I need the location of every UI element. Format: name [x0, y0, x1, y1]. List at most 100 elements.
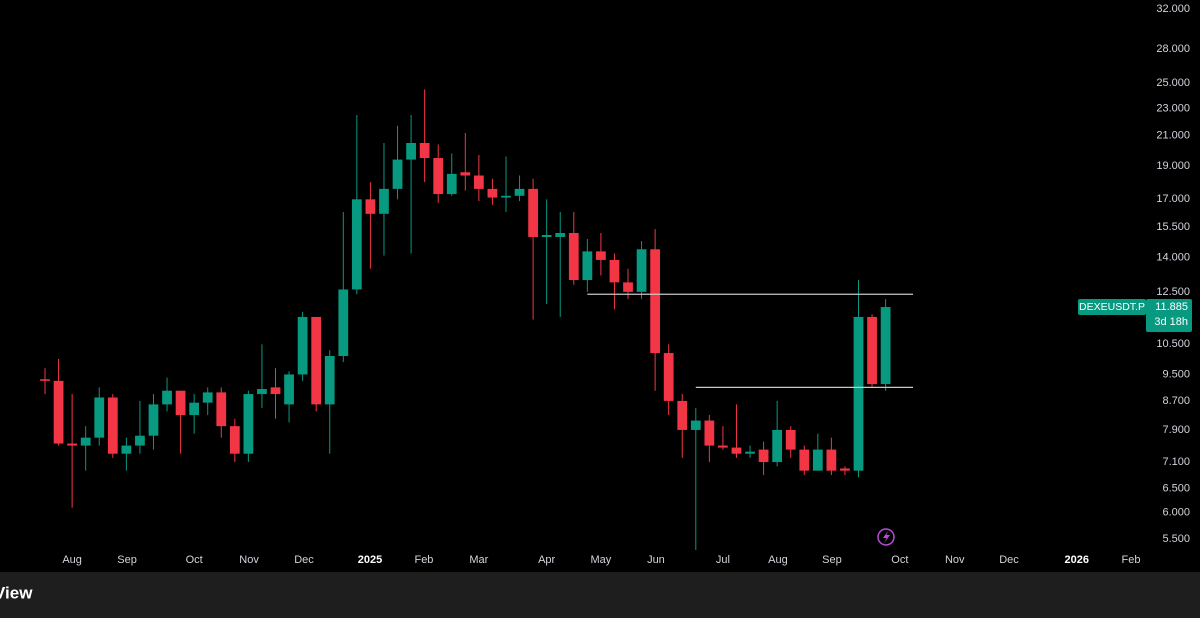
candle-body [677, 400, 688, 430]
candle-body [636, 249, 647, 292]
y-tick-label: 6.000 [1162, 507, 1190, 519]
candle-body [148, 404, 159, 436]
candle-body [840, 468, 850, 471]
y-tick-label: 7.100 [1162, 456, 1190, 468]
candle-body [324, 356, 335, 405]
x-tick-label: Oct [186, 554, 203, 566]
price-box [1146, 299, 1192, 333]
candle-body [867, 316, 877, 385]
candle-body [582, 251, 593, 281]
y-tick-label: 21.000 [1156, 130, 1190, 142]
candle-body [338, 289, 349, 357]
candle-body [528, 188, 538, 237]
x-tick-label: Jul [716, 554, 730, 566]
candle-body [311, 316, 322, 405]
y-tick-label: 9.500 [1162, 368, 1190, 380]
candle-body [826, 449, 837, 471]
y-tick-label: 12.500 [1156, 286, 1190, 298]
y-tick-label: 8.700 [1162, 395, 1190, 407]
candle-body [121, 445, 132, 454]
candle-body [609, 259, 620, 283]
candle-body [758, 449, 769, 463]
candle-body [799, 449, 810, 471]
candle-body [731, 447, 742, 454]
x-tick-label: 2025 [358, 554, 382, 566]
candle-body [473, 175, 484, 189]
y-tick-label: 6.500 [1162, 483, 1190, 495]
x-tick-label: Feb [414, 554, 433, 566]
x-tick-label: Mar [469, 554, 488, 566]
x-tick-label: Aug [62, 554, 82, 566]
candle-body [623, 282, 633, 292]
x-tick-label: Dec [999, 554, 1019, 566]
candle-body [365, 199, 376, 214]
candle-body [460, 172, 471, 176]
candle-body [785, 429, 796, 450]
candle-body [541, 234, 552, 237]
countdown-label: 3d 18h [1154, 316, 1188, 328]
candle-body [284, 374, 294, 405]
y-tick-label: 19.000 [1156, 160, 1190, 172]
candle-body [216, 392, 227, 427]
candle-body [351, 199, 362, 290]
candle-body [162, 390, 172, 405]
lightning-icon [877, 528, 895, 546]
candle-body [501, 195, 511, 198]
x-tick-label: Nov [239, 554, 259, 566]
candle-body [663, 353, 674, 401]
x-tick-label: Aug [768, 554, 788, 566]
x-tick-label: Feb [1122, 554, 1141, 566]
y-tick-label: 32.000 [1156, 3, 1190, 15]
candle-body [555, 233, 566, 237]
y-tick-label: 5.500 [1162, 533, 1190, 545]
candle-body [40, 379, 50, 381]
x-tick-label: Dec [294, 554, 314, 566]
x-tick-label: Sep [822, 554, 842, 566]
candle-body [107, 397, 118, 454]
x-tick-label: Jun [647, 554, 665, 566]
candle-body [487, 188, 498, 198]
candle-body [175, 390, 186, 416]
candle-body [596, 251, 606, 260]
y-tick-label: 23.000 [1156, 102, 1190, 114]
x-tick-label: 2026 [1065, 554, 1089, 566]
candle-body [243, 394, 254, 454]
candle-body [745, 451, 755, 454]
y-tick-label: 28.000 [1156, 43, 1190, 55]
candle-body [189, 402, 200, 416]
candle-body [568, 233, 579, 281]
candle-body [379, 188, 389, 214]
symbol-box [1078, 299, 1146, 316]
candle-body [880, 307, 891, 385]
candle-body [80, 437, 91, 446]
candle-body [392, 159, 403, 189]
x-tick-label: Oct [891, 554, 908, 566]
candle-body [94, 397, 105, 438]
candle-body [718, 445, 728, 448]
candle-body [704, 420, 715, 446]
x-tick-label: Nov [945, 554, 965, 566]
candle-body [853, 316, 864, 471]
footer-brand: View [0, 583, 33, 602]
last-price-label: 11.885 [1155, 301, 1188, 313]
y-tick-label: 17.000 [1156, 193, 1190, 205]
candle-body [297, 316, 308, 375]
candle-body [270, 387, 281, 395]
candle-body [229, 426, 240, 454]
candle-body [67, 443, 78, 446]
x-tick-label: Apr [538, 554, 555, 566]
y-tick-label: 14.000 [1156, 252, 1190, 264]
candle-body [202, 392, 213, 403]
symbol-label: DEXEUSDT.P [1079, 301, 1145, 313]
y-tick-label: 7.900 [1162, 424, 1190, 436]
y-tick-label: 25.000 [1156, 77, 1190, 89]
candle-body [772, 429, 783, 463]
candle-body [446, 173, 457, 195]
y-tick-label: 15.500 [1156, 221, 1190, 233]
candle-body [257, 389, 267, 395]
footer-bar [0, 572, 1200, 618]
candle-body [406, 142, 416, 160]
